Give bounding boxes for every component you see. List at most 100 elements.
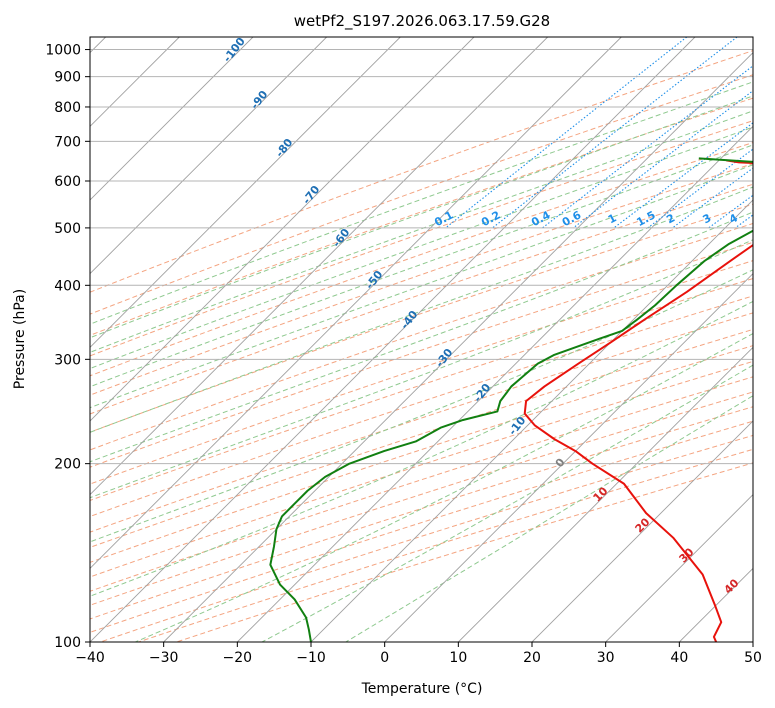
isotherm-line [237,125,753,642]
isotherm-line [752,641,753,642]
dry-adiabat-line [90,312,753,533]
isotherm-line [531,420,753,642]
dry-adiabat-line [90,376,753,592]
y-tick-label: 500 [54,221,81,237]
isotherm-temp-label: -90 [248,88,271,112]
dry-adiabat-line [90,163,753,396]
moist-adiabat-line [90,110,753,353]
plot-frame [89,36,754,643]
y-tick-label: 800 [54,100,81,116]
dry-adiabat-line [90,183,753,415]
x-axis-label: Temperature (°C) [361,681,483,697]
dry-adiabat-line [90,241,753,468]
isotherm-line [90,37,327,275]
isotherm-temp-label: -30 [433,346,456,370]
dry-adiabat-line [90,260,753,485]
mixing-ratio-lines [445,37,753,229]
y-tick-label: 400 [54,278,81,294]
isotherm-line [90,37,622,569]
moist-adiabat-line [90,300,753,597]
temperature-profile-line [523,159,753,642]
isotherm-line [90,37,696,642]
mixing-ratio-label: 1.5 [634,208,657,229]
mixing-ratio-label: 3 [701,211,714,226]
y-tick-label: 900 [54,70,81,86]
dry-adiabat-line [90,50,753,293]
isotherm-line [458,346,753,642]
dry-adiabat-line [100,434,753,642]
mixing-ratio-line [572,90,753,229]
isotherm-line [163,52,753,642]
x-tick-label: 40 [670,650,688,666]
dry-adiabat-line [90,222,753,451]
mixing-ratio-line [672,167,753,229]
isotherm-line [310,199,753,642]
moist-adiabat-line [90,269,753,543]
isotherm-line [384,273,753,642]
y-tick-label: 600 [54,174,81,190]
mixing-ratio-line [492,37,738,229]
mixing-ratio-label: 6 [766,211,775,226]
moist-adiabat-line [90,144,753,388]
isotherm-line [90,37,254,201]
dry-adiabat-line [90,295,753,518]
x-tick-label: 10 [449,650,467,666]
moist-adiabat-line [90,164,753,409]
moist-adiabat-line [90,239,753,499]
mixing-ratio-label: 1 [606,211,619,226]
x-tick-label: 50 [744,650,762,666]
isotherms [90,37,753,642]
mixing-ratio-line [445,37,688,229]
dry-adiabat-line [90,277,753,501]
x-tick-label: −10 [296,650,326,666]
isotherm-line [90,37,401,348]
y-axis-label: Pressure (hPa) [12,289,28,389]
dry-adiabat-line [90,360,753,578]
isotherm-temp-label: 0 [553,456,568,470]
mixing-ratio-label: 0.1 [432,208,455,229]
moist-adiabat-line [90,95,753,339]
y-axis-ticks: 100 200 300 400 500 600 700 800 900 1000 [45,43,90,651]
y-tick-label: 200 [54,457,81,473]
dry-adiabat-line [90,406,753,620]
moist-adiabat-line [90,211,753,463]
isotherm-line [605,494,753,642]
moist-adiabat-line [90,81,753,325]
x-tick-label: 20 [523,650,541,666]
mixing-ratio-line [613,122,753,229]
profiles [269,157,753,642]
x-axis-ticks: −40 −30 −20 −10 0 10 20 30 40 50 [75,642,762,666]
mixing-ratio-label: 0.4 [529,208,553,229]
mixing-ratio-line [542,65,753,229]
dry-adiabats [90,50,753,642]
isotherm-line [90,37,548,496]
y-tick-label: 100 [54,635,81,651]
dry-adiabat-line [90,203,753,433]
x-tick-label: 0 [380,650,389,666]
chart-title: wetPf2_S197.2026.063.17.59.G28 [294,12,550,31]
y-tick-label: 1000 [45,43,81,59]
y-tick-label: 700 [54,134,81,150]
dry-adiabat-line [90,391,753,606]
isotherm-line [679,567,753,642]
dry-adiabat-line [90,328,753,548]
dry-adiabat-line [90,142,753,377]
dry-adiabat-line [90,74,753,315]
dry-adiabat-label: 40 [722,576,742,596]
dry-adiabat-label: 10 [591,484,611,504]
dry-adiabat-line [90,345,753,563]
isotherm-temp-label: -10 [506,414,529,438]
x-tick-label: −20 [223,650,253,666]
moist-adiabat-line [90,126,753,370]
isotherm-line [90,37,475,422]
x-tick-label: −30 [149,650,179,666]
moist-adiabats [90,81,753,642]
dry-adiabat-line [90,97,753,336]
isotherm-temp-label: -70 [300,183,323,207]
mixing-ratio-line [734,214,753,229]
moist-adiabat-line [345,395,753,642]
moist-adiabat-line [90,186,753,433]
x-tick-label: −40 [75,650,105,666]
isotherm-temp-label: -40 [398,308,421,332]
